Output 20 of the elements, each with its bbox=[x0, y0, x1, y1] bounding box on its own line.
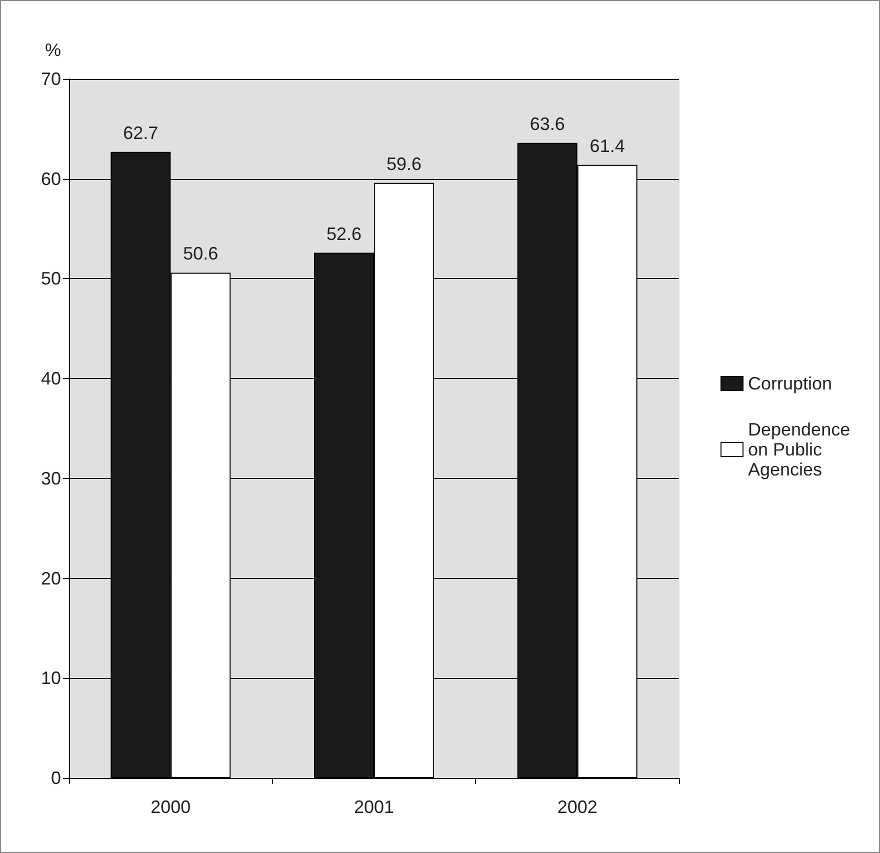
y-tick-label: 40 bbox=[40, 368, 61, 389]
data-label: 63.6 bbox=[530, 114, 565, 134]
data-label: 52.6 bbox=[326, 224, 362, 244]
y-axis-title: % bbox=[44, 40, 61, 60]
y-tick-label: 30 bbox=[40, 468, 61, 488]
data-label: 61.4 bbox=[590, 136, 625, 156]
y-tick-label: 50 bbox=[40, 268, 61, 289]
y-tick-label: 20 bbox=[40, 568, 61, 588]
legend-label: Dependence on Public Agencies bbox=[748, 420, 856, 480]
y-tick-label: 0 bbox=[50, 768, 61, 788]
data-label: 59.6 bbox=[386, 154, 422, 174]
x-tick-label: 2001 bbox=[354, 797, 394, 817]
y-tick-label: 70 bbox=[40, 69, 61, 89]
y-tick-label: 10 bbox=[40, 668, 61, 688]
x-tick-label: 2000 bbox=[150, 797, 191, 817]
y-tick-label: 60 bbox=[40, 168, 61, 189]
data-label: 62.7 bbox=[123, 122, 158, 143]
x-tick-label: 2002 bbox=[557, 797, 598, 817]
data-label: 50.6 bbox=[183, 244, 218, 264]
legend-label: Corruption bbox=[748, 374, 832, 394]
